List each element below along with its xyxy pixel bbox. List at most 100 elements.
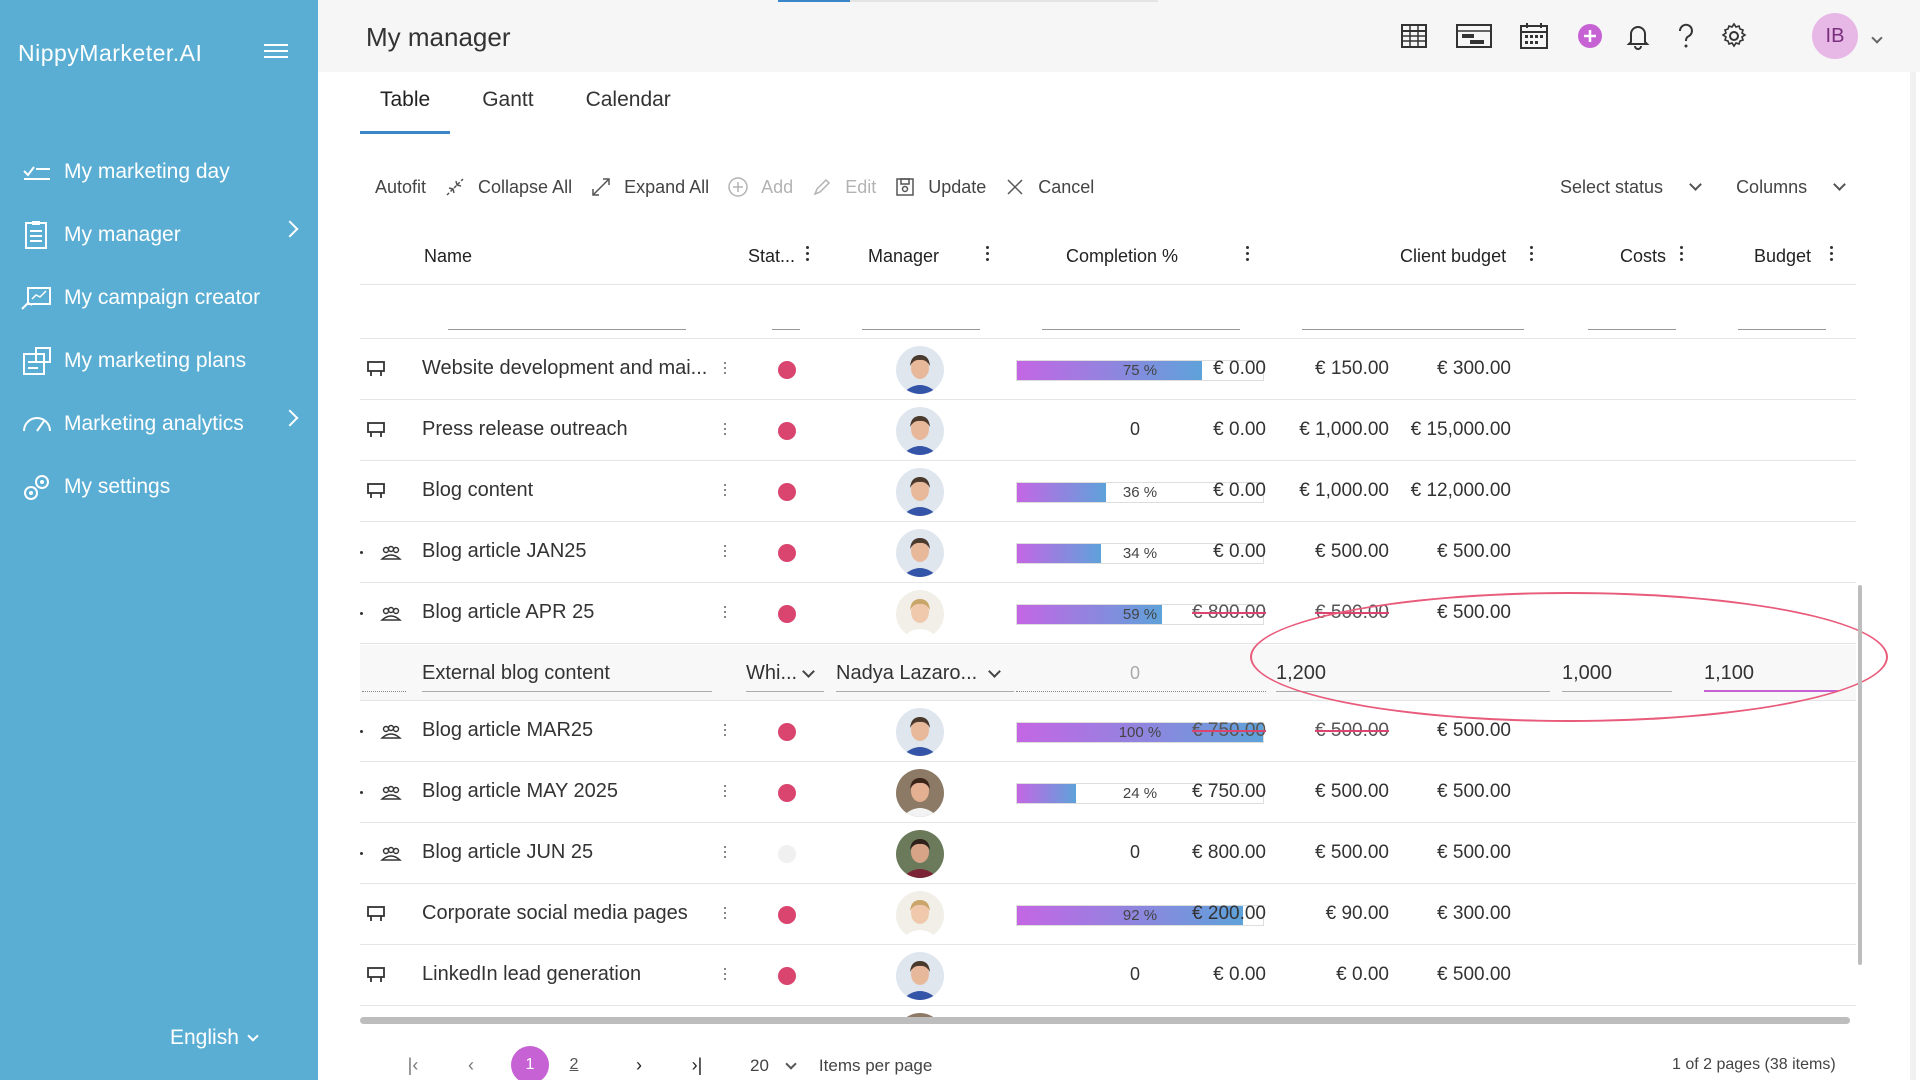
row-menu-icon[interactable] — [724, 362, 726, 377]
column-menu-icon[interactable] — [1530, 246, 1534, 264]
page-number-1[interactable]: 1 — [511, 1046, 549, 1080]
column-menu-icon[interactable] — [986, 246, 990, 264]
language-selector[interactable]: English — [170, 1026, 259, 1050]
completion-fill — [1017, 544, 1101, 563]
row-menu-icon[interactable] — [724, 484, 726, 499]
tree-indent-dot — [360, 551, 363, 554]
chevron-right-icon[interactable] — [281, 220, 299, 238]
row-menu-icon[interactable] — [724, 606, 726, 621]
cancel-label: Cancel — [1038, 176, 1095, 197]
chevron-right-icon[interactable] — [281, 409, 299, 427]
filter-budget-input[interactable] — [1738, 329, 1826, 330]
edit-button[interactable]: Edit — [811, 176, 876, 198]
table-row[interactable]: Corporate social media pages 92 % € 200.00… — [360, 885, 1856, 945]
update-button[interactable]: Update — [894, 176, 986, 198]
completion-label: 75 % — [1122, 362, 1158, 379]
column-header-manager[interactable]: Manager — [868, 246, 940, 266]
table-view-icon[interactable] — [1398, 20, 1430, 52]
row-menu-icon[interactable] — [724, 785, 726, 800]
filter-costs-input[interactable] — [1588, 329, 1676, 330]
completion-bar: 34 % — [1016, 543, 1264, 564]
filter-client-budget-input[interactable] — [1302, 329, 1524, 330]
columns-dropdown[interactable]: Columns — [1736, 177, 1846, 198]
column-header-costs[interactable]: Costs — [1620, 246, 1667, 266]
add-circle-icon[interactable] — [1574, 20, 1606, 52]
row-menu-icon[interactable] — [724, 545, 726, 560]
sidebar-item-my-marketing-plans[interactable]: My marketing plans — [0, 329, 318, 392]
column-menu-icon[interactable] — [1830, 246, 1834, 264]
add-button[interactable]: Add — [727, 176, 793, 198]
column-header-client-budget[interactable]: Client budget — [1400, 246, 1507, 266]
sidebar-item-my-manager[interactable]: My manager — [0, 203, 318, 266]
table-row[interactable]: Website development and mai... 75 % € 0.00… — [360, 340, 1856, 400]
column-menu-icon[interactable] — [1680, 246, 1684, 264]
hamburger-menu-icon[interactable] — [264, 44, 288, 62]
table-row[interactable]: LinkedIn lead generation 0 € 0.00 € 0.00 € 5… — [360, 946, 1856, 1006]
edit-budget-field[interactable]: 1,100 — [1704, 656, 1838, 692]
tab-table[interactable]: Table — [360, 84, 451, 134]
filter-completion-input[interactable] — [1042, 329, 1240, 330]
page-number-2[interactable]: 2 — [569, 1056, 579, 1073]
table-row[interactable]: Blog article MAY 2025 24 % € 750.00 € 500.0… — [360, 763, 1856, 823]
edit-status-field[interactable]: Whi... — [746, 656, 824, 692]
row-menu-icon[interactable] — [724, 846, 726, 861]
items-per-page[interactable]: 20 Items per page — [750, 1056, 932, 1076]
user-menu-chevron-icon[interactable] — [1871, 32, 1883, 44]
column-header-status[interactable]: Stat... — [748, 246, 796, 266]
edit-costs-field[interactable]: 1,000 — [1562, 656, 1672, 692]
user-avatar[interactable]: IB — [1812, 13, 1858, 59]
edit-manager-field[interactable]: Nadya Lazaro... — [836, 656, 1014, 692]
chevron-down-icon — [247, 1030, 259, 1042]
tab-gantt[interactable]: Gantt — [482, 88, 534, 111]
completion-value: 0 — [1130, 663, 1141, 683]
edit-client-budget-field[interactable]: 1,200 — [1276, 656, 1550, 692]
completion-bar: 36 % — [1016, 482, 1264, 503]
column-header-completion[interactable]: Completion % — [1066, 246, 1179, 266]
edit-name-field[interactable]: External blog content — [422, 656, 712, 692]
first-page-icon[interactable]: |‹ — [407, 1054, 419, 1075]
select-status-dropdown[interactable]: Select status — [1560, 177, 1702, 198]
column-header-budget[interactable]: Budget — [1754, 246, 1812, 266]
table-row[interactable]: Press release outreach 0 € 0.00 € 1,000.00 €… — [360, 401, 1856, 461]
filter-manager-input[interactable] — [862, 329, 980, 330]
row-menu-icon[interactable] — [724, 907, 726, 922]
filter-name-input[interactable] — [448, 329, 686, 330]
vertical-scrollbar[interactable] — [1858, 585, 1862, 965]
sidebar-item-marketing-analytics[interactable]: Marketing analytics — [0, 392, 318, 455]
sidebar-item-my-campaign-creator[interactable]: My campaign creator — [0, 266, 318, 329]
calendar-view-icon[interactable] — [1518, 20, 1550, 52]
column-menu-icon[interactable] — [1246, 246, 1250, 264]
sidebar-item-my-settings[interactable]: My settings — [0, 455, 318, 518]
bell-icon[interactable] — [1622, 20, 1654, 52]
table-row[interactable]: Blog article APR 25 59 % € 800.00 € 500.00 €… — [360, 584, 1856, 644]
table-row[interactable]: Blog article MAR25 100 % € 750.00 € 500.00 €… — [360, 702, 1856, 762]
collapse-all-button[interactable]: Collapse All — [444, 176, 572, 198]
row-menu-icon[interactable] — [724, 968, 726, 983]
table-row[interactable]: Blog article JAN25 34 % € 0.00 € 500.00 € 50… — [360, 523, 1856, 583]
chevron-down-icon — [1833, 178, 1846, 191]
column-menu-icon[interactable] — [806, 246, 810, 264]
table-row[interactable]: Blog content 36 % € 0.00 € 1,000.00 € 12,000… — [360, 462, 1856, 522]
horizontal-scrollbar[interactable] — [360, 1017, 1850, 1024]
expand-all-button[interactable]: Expand All — [590, 176, 709, 198]
completion-fill — [1017, 605, 1163, 624]
previous-page-icon[interactable]: ‹ — [468, 1054, 474, 1075]
manager-avatar — [896, 590, 944, 638]
settings-icon[interactable] — [1718, 20, 1750, 52]
brand-logo[interactable]: NippyMarketer.AI — [18, 40, 203, 66]
tab-calendar[interactable]: Calendar — [585, 88, 671, 111]
table-row[interactable]: X paid campaign0€ 200.00€ 0.00€ 500.00 — [360, 1007, 1856, 1020]
next-page-icon[interactable]: › — [636, 1054, 642, 1075]
row-menu-icon[interactable] — [724, 423, 726, 438]
cancel-button[interactable]: Cancel — [1004, 176, 1094, 198]
row-menu-icon[interactable] — [724, 724, 726, 739]
last-page-icon[interactable]: ›| — [691, 1054, 703, 1075]
column-header-name[interactable]: Name — [424, 246, 473, 266]
autofit-button[interactable]: Autofit — [375, 177, 426, 198]
filter-status-input[interactable] — [772, 329, 800, 330]
gantt-view-icon[interactable] — [1454, 20, 1494, 52]
table-row[interactable]: Blog article JUN 25 0 € 800.00 € 500.00 € 50… — [360, 824, 1856, 884]
sidebar-item-my-marketing-day[interactable]: My marketing day — [0, 140, 318, 203]
page-scrollbar-track[interactable] — [1910, 72, 1916, 1080]
help-icon[interactable] — [1670, 20, 1702, 52]
